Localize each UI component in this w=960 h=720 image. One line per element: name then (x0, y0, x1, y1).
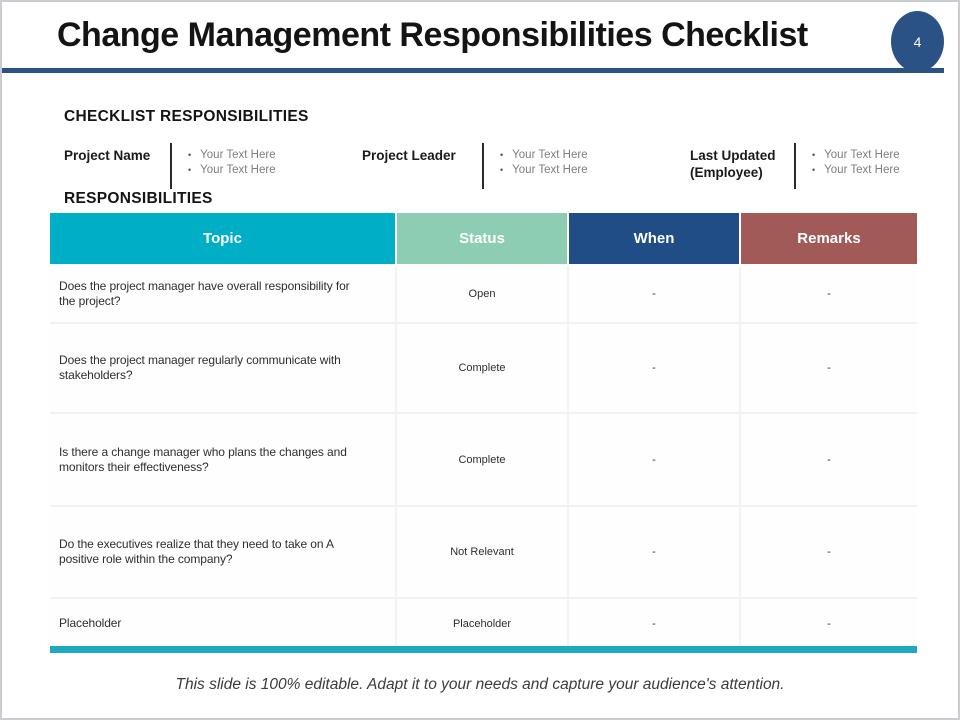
info-label: Project Name (64, 148, 151, 163)
bullet-text: Your Text Here (200, 164, 276, 176)
vertical-divider (170, 143, 172, 189)
bullet-icon: • (812, 165, 816, 175)
when-cell: - (569, 414, 741, 505)
vertical-divider (794, 143, 796, 189)
bullet-item: • Your Text Here (188, 163, 276, 178)
bullet-item: • Your Text Here (812, 163, 900, 178)
page-title: Change Management Responsibilities Check… (57, 16, 808, 54)
info-label: Project Leader (362, 148, 456, 163)
table-row: Placeholder Placeholder - - (50, 597, 917, 648)
vertical-divider (482, 143, 484, 189)
title-underline (2, 68, 944, 73)
remarks-cell: - (827, 453, 831, 466)
page-number-badge: 4 (891, 11, 944, 72)
status-cell: Placeholder (397, 599, 569, 648)
bullet-text: Your Text Here (824, 149, 900, 161)
checklist-heading: CHECKLIST RESPONSIBILITIES (64, 108, 309, 125)
when-cell: - (569, 266, 741, 322)
bullet-icon: • (500, 165, 504, 175)
responsibilities-table: Topic Status When Remarks Does the proje… (50, 213, 917, 648)
info-bullet-list: • Your Text Here • Your Text Here (796, 143, 900, 189)
status-cell: Complete (397, 324, 569, 412)
info-bullet-list: • Your Text Here • Your Text Here (172, 143, 276, 189)
topic-cell: Is there a change manager who plans the … (50, 414, 397, 505)
topic-cell: Do the executives realize that they need… (50, 507, 397, 597)
bullet-icon: • (500, 150, 504, 160)
when-cell: - (569, 507, 741, 597)
table-header-row: Topic Status When Remarks (50, 213, 917, 264)
status-cell: Complete (397, 414, 569, 505)
table-row: Do the executives realize that they need… (50, 505, 917, 597)
bullet-item: • Your Text Here (812, 148, 900, 163)
info-bullet-list: • Your Text Here • Your Text Here (484, 143, 588, 189)
when-cell: - (569, 599, 741, 648)
topic-cell: Does the project manager have overall re… (50, 266, 397, 322)
table-body: Does the project manager have overall re… (50, 266, 917, 648)
bullet-icon: • (188, 150, 192, 160)
bottom-accent-bar (50, 646, 917, 653)
status-cell: Not Relevant (397, 507, 569, 597)
bullet-icon: • (812, 150, 816, 160)
info-field-project-name: Project Name • Your Text Here • Your Text … (64, 143, 276, 189)
bullet-text: Your Text Here (824, 164, 900, 176)
table-row: Does the project manager have overall re… (50, 266, 917, 322)
table-row: Is there a change manager who plans the … (50, 412, 917, 505)
responsibilities-heading: RESPONSIBILITIES (64, 190, 213, 207)
bullet-item: • Your Text Here (500, 163, 588, 178)
topic-cell: Does the project manager regularly commu… (50, 324, 397, 412)
column-header-topic: Topic (50, 213, 397, 264)
info-field-last-updated: Last Updated (Employee) • Your Text Here … (690, 143, 900, 189)
table-row: Does the project manager regularly commu… (50, 322, 917, 412)
bullet-text: Your Text Here (200, 149, 276, 161)
remarks-cell: - (827, 617, 831, 630)
page-number: 4 (913, 33, 922, 50)
bullet-item: • Your Text Here (188, 148, 276, 163)
column-header-when: When (569, 213, 741, 264)
footer-note: This slide is 100% editable. Adapt it to… (175, 676, 785, 693)
bullet-text: Your Text Here (512, 149, 588, 161)
status-cell: Open (397, 266, 569, 322)
when-cell: - (569, 324, 741, 412)
bullet-icon: • (188, 165, 192, 175)
column-header-remarks: Remarks (741, 213, 917, 264)
info-field-project-leader: Project Leader • Your Text Here • Your Tex… (362, 143, 588, 189)
remarks-cell: - (827, 546, 831, 558)
topic-cell: Placeholder (50, 599, 397, 648)
bullet-item: • Your Text Here (500, 148, 588, 163)
info-label: Last Updated (Employee) (690, 148, 776, 180)
remarks-cell: - (827, 362, 831, 374)
bullet-text: Your Text Here (512, 164, 588, 176)
remarks-cell: - (827, 288, 831, 300)
column-header-status: Status (397, 213, 569, 264)
